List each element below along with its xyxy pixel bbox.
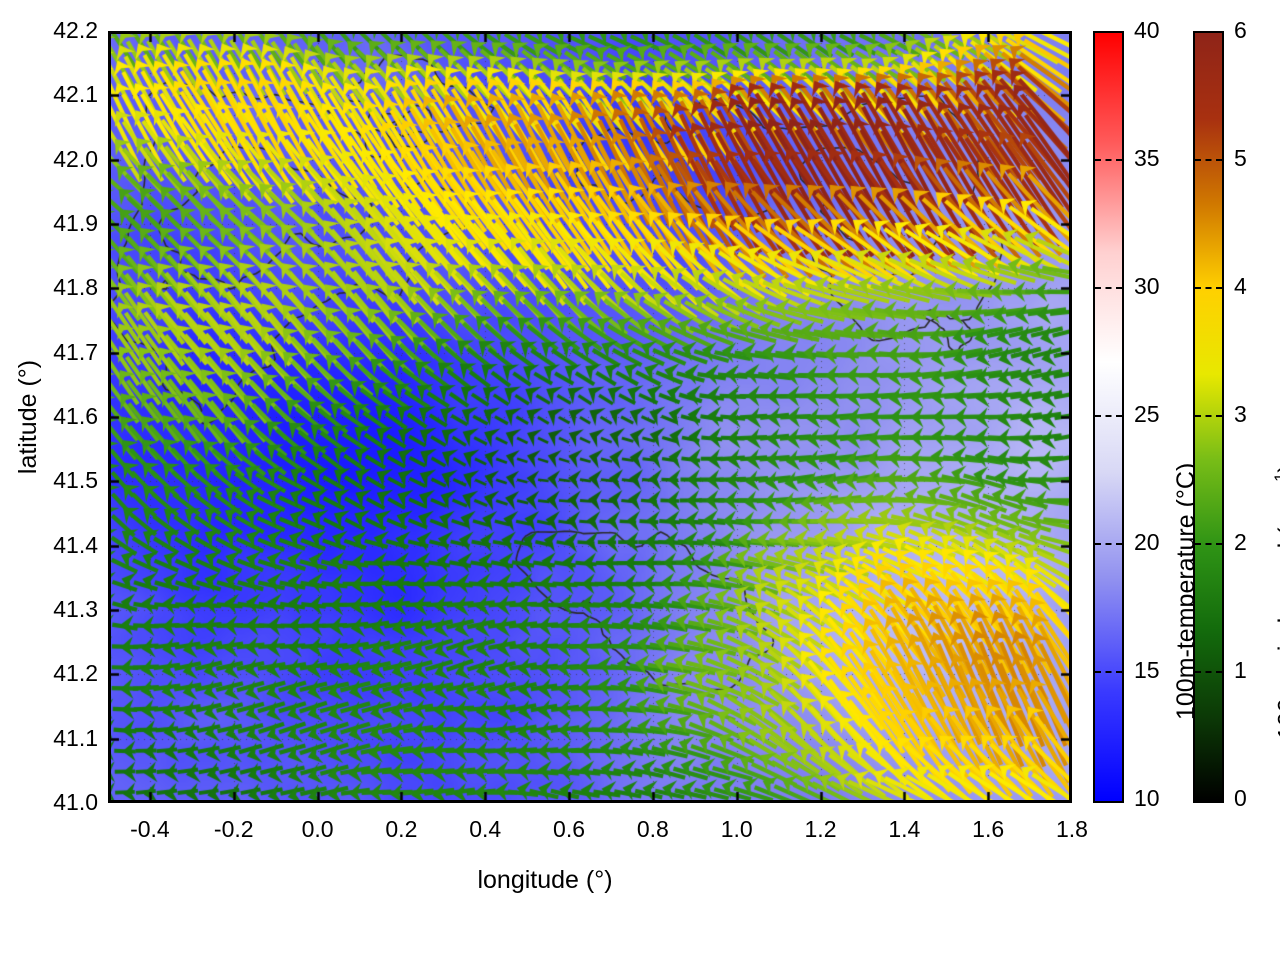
y-tick-label: 41.3 (53, 596, 98, 622)
y-tick-label: 42.0 (53, 145, 98, 172)
colorbar-tick-label: 5 (1234, 145, 1247, 171)
y-tick-label: 41.8 (53, 274, 98, 301)
x-tick-label: 0.8 (636, 816, 669, 842)
colorbar-tick-mark (1095, 671, 1122, 673)
colorbar-tick-mark (1195, 671, 1222, 673)
x-tick-label: 1.6 (972, 816, 1005, 842)
colorbar-tick-label: 35 (1134, 145, 1160, 171)
colorbar-tick-label: 30 (1134, 273, 1160, 299)
y-tick-label: 41.6 (53, 403, 98, 429)
colorbar-tick-mark (1195, 415, 1222, 417)
colorbar-tick-mark (1195, 287, 1222, 289)
y-axis-title: latitude (°) (14, 359, 42, 475)
colorbar-tick-label: 10 (1134, 785, 1160, 811)
y-tick-label: 41.7 (53, 338, 98, 365)
colorbar-tick-label: 6 (1234, 17, 1247, 43)
x-tick-label: 0.4 (469, 816, 502, 842)
y-tick-label: 41.5 (53, 467, 98, 494)
colorbar-tick-mark (1095, 415, 1122, 417)
x-tick-label: -0.2 (213, 816, 254, 842)
colorbar-tick-label: 2 (1234, 529, 1247, 555)
y-tick-label: 41.2 (53, 660, 98, 687)
x-tick-label: -0.4 (130, 816, 170, 842)
x-tick-label: 1.4 (888, 816, 921, 842)
colorbar-tick-mark (1195, 543, 1222, 545)
x-axis-title: longitude (°) (477, 866, 613, 894)
wind-speed-colorbar (1193, 31, 1224, 803)
x-tick-label: 0.2 (385, 816, 418, 842)
colorbar-tick-label: 40 (1134, 17, 1160, 43)
x-tick-label: 0.6 (553, 816, 586, 842)
y-tick-label: 41.4 (53, 531, 98, 558)
wind-speed-colorbar-label: 100m-wind speed (m s-1) (1272, 464, 1280, 740)
wind-temperature-map (108, 31, 1072, 803)
colorbar-tick-label: 15 (1134, 657, 1160, 683)
x-tick-label: 0.0 (301, 816, 334, 842)
y-tick-label: 41.1 (53, 724, 98, 751)
colorbar-tick-label: 20 (1134, 529, 1160, 555)
colorbar-tick-mark (1195, 159, 1222, 161)
colorbar-tick-label: 4 (1234, 273, 1247, 299)
colorbar-tick-label: 3 (1234, 401, 1247, 427)
colorbar-tick-label: 1 (1234, 657, 1247, 683)
x-tick-label: 1.0 (720, 816, 753, 842)
y-tick-label: 42.2 (53, 17, 98, 43)
colorbar-tick-mark (1095, 287, 1122, 289)
y-tick-label: 42.1 (53, 81, 98, 108)
colorbar-tick-label: 0 (1234, 785, 1247, 811)
colorbar-tick-mark (1095, 543, 1122, 545)
colorbar-tick-label: 25 (1134, 401, 1160, 427)
map-plot-area (108, 31, 1072, 803)
y-tick-label: 41.0 (53, 789, 98, 815)
colorbar-tick-mark (1095, 159, 1122, 161)
temperature-colorbar (1093, 31, 1124, 803)
x-tick-label: 1.8 (1056, 816, 1088, 842)
x-tick-label: 1.2 (804, 816, 837, 842)
y-tick-label: 41.9 (53, 210, 98, 236)
